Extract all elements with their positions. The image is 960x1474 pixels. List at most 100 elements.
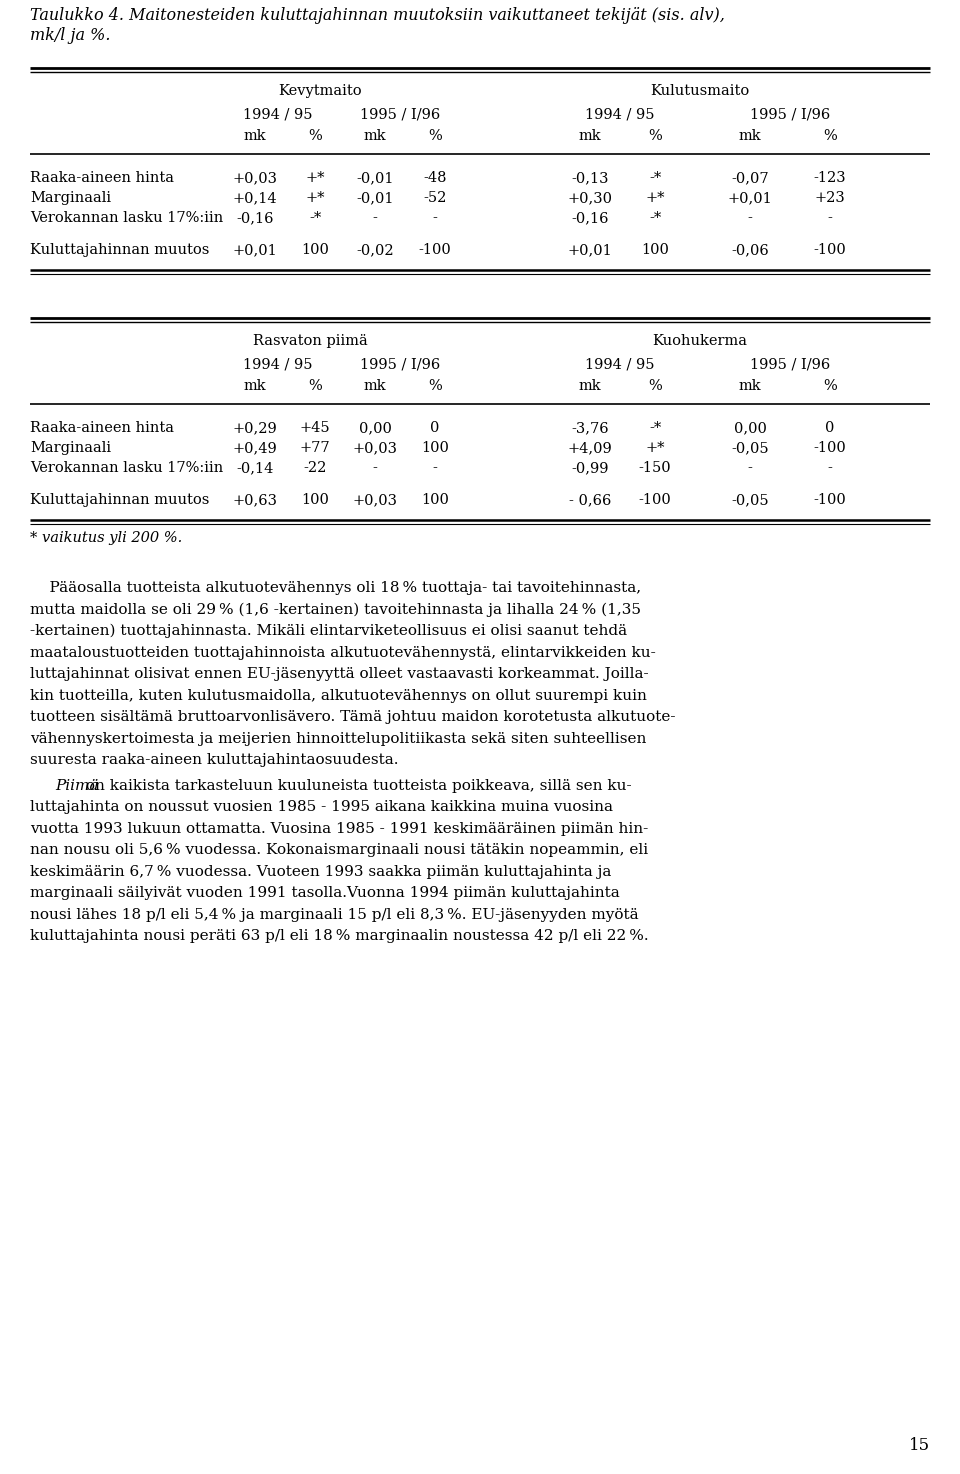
Text: 15: 15 [909, 1437, 930, 1453]
Text: 0: 0 [430, 422, 440, 435]
Text: -3,76: -3,76 [571, 422, 609, 435]
Text: +*: +* [645, 441, 664, 455]
Text: %: % [823, 130, 837, 143]
Text: Piimä: Piimä [55, 778, 99, 793]
Text: luttajahinta on noussut vuosien 1985 - 1995 aikana kaikkina muina vuosina: luttajahinta on noussut vuosien 1985 - 1… [30, 800, 613, 814]
Text: 100: 100 [301, 243, 329, 256]
Text: -*: -* [649, 211, 661, 226]
Text: -: - [372, 211, 377, 226]
Text: mk: mk [364, 379, 386, 394]
Text: +0,01: +0,01 [232, 243, 277, 256]
Text: -*: -* [309, 211, 322, 226]
Text: -48: -48 [423, 171, 446, 186]
Text: kuluttajahinta nousi peräti 63 p/l eli 18 % marginaalin noustessa 42 p/l eli 22 : kuluttajahinta nousi peräti 63 p/l eli 1… [30, 929, 649, 943]
Text: Verokannan lasku 17%:iin: Verokannan lasku 17%:iin [30, 211, 224, 226]
Text: mk: mk [579, 130, 601, 143]
Text: -0,16: -0,16 [236, 211, 274, 226]
Text: +*: +* [305, 171, 324, 186]
Text: nousi lähes 18 p/l eli 5,4 % ja marginaali 15 p/l eli 8,3 %. EU-jäsenyyden myötä: nousi lähes 18 p/l eli 5,4 % ja marginaa… [30, 908, 638, 921]
Text: -: - [372, 461, 377, 475]
Text: 100: 100 [421, 441, 449, 455]
Text: -0,02: -0,02 [356, 243, 394, 256]
Text: -100: -100 [814, 243, 847, 256]
Text: %: % [308, 379, 322, 394]
Text: Kuluttajahinnan muutos: Kuluttajahinnan muutos [30, 492, 209, 507]
Text: 100: 100 [301, 492, 329, 507]
Text: mk: mk [738, 130, 761, 143]
Text: -0,05: -0,05 [732, 492, 769, 507]
Text: -: - [748, 211, 753, 226]
Text: Kuohukerma: Kuohukerma [653, 335, 748, 348]
Text: -100: -100 [419, 243, 451, 256]
Text: -0,14: -0,14 [236, 461, 274, 475]
Text: Pääosalla tuotteista alkutuotevähennys oli 18 % tuottaja- tai tavoitehinnasta,: Pääosalla tuotteista alkutuotevähennys o… [30, 581, 641, 595]
Text: Marginaali: Marginaali [30, 441, 111, 455]
Text: - 0,66: - 0,66 [569, 492, 612, 507]
Text: +4,09: +4,09 [567, 441, 612, 455]
Text: %: % [648, 379, 661, 394]
Text: 1995 / I/96: 1995 / I/96 [750, 357, 830, 371]
Text: -0,13: -0,13 [571, 171, 609, 186]
Text: %: % [308, 130, 322, 143]
Text: 0,00: 0,00 [359, 422, 392, 435]
Text: -0,06: -0,06 [732, 243, 769, 256]
Text: luttajahinnat olisivat ennen EU-jäsenyyttä olleet vastaavasti korkeammat. Joilla: luttajahinnat olisivat ennen EU-jäsenyyt… [30, 668, 649, 681]
Text: -0,01: -0,01 [356, 171, 394, 186]
Text: maataloustuotteiden tuottajahinnoista alkutuotevähennystä, elintarvikkeiden ku-: maataloustuotteiden tuottajahinnoista al… [30, 646, 656, 659]
Text: -*: -* [649, 171, 661, 186]
Text: %: % [428, 379, 442, 394]
Text: 1994 / 95: 1994 / 95 [243, 357, 313, 371]
Text: -100: -100 [638, 492, 671, 507]
Text: 1994 / 95: 1994 / 95 [243, 108, 313, 121]
Text: +0,29: +0,29 [232, 422, 277, 435]
Text: -100: -100 [814, 441, 847, 455]
Text: mk/l ja %.: mk/l ja %. [30, 27, 110, 44]
Text: +0,30: +0,30 [567, 192, 612, 205]
Text: keskimäärin 6,7 % vuodessa. Vuoteen 1993 saakka piimän kuluttajahinta ja: keskimäärin 6,7 % vuodessa. Vuoteen 1993… [30, 864, 612, 879]
Text: -: - [748, 461, 753, 475]
Text: +0,03: +0,03 [232, 171, 277, 186]
Text: vähennyskertoimesta ja meijerien hinnoittelupolitiikasta sekä siten suhteellisen: vähennyskertoimesta ja meijerien hinnoit… [30, 731, 646, 746]
Text: nan nousu oli 5,6 % vuodessa. Kokonaismarginaali nousi tätäkin nopeammin, eli: nan nousu oli 5,6 % vuodessa. Kokonaisma… [30, 843, 648, 856]
Text: +0,14: +0,14 [232, 192, 277, 205]
Text: 100: 100 [641, 243, 669, 256]
Text: mk: mk [738, 379, 761, 394]
Text: vuotta 1993 lukuun ottamatta. Vuosina 1985 - 1991 keskimääräinen piimän hin-: vuotta 1993 lukuun ottamatta. Vuosina 19… [30, 821, 648, 836]
Text: %: % [823, 379, 837, 394]
Text: +0,03: +0,03 [352, 492, 397, 507]
Text: +*: +* [645, 192, 664, 205]
Text: 0,00: 0,00 [733, 422, 766, 435]
Text: mk: mk [244, 130, 266, 143]
Text: -*: -* [649, 422, 661, 435]
Text: -0,05: -0,05 [732, 441, 769, 455]
Text: Verokannan lasku 17%:iin: Verokannan lasku 17%:iin [30, 461, 224, 475]
Text: -kertainen) tuottajahinnasta. Mikäli elintarviketeollisuus ei olisi saanut tehdä: -kertainen) tuottajahinnasta. Mikäli eli… [30, 624, 627, 638]
Text: Kuluttajahinnan muutos: Kuluttajahinnan muutos [30, 243, 209, 256]
Text: mk: mk [244, 379, 266, 394]
Text: marginaali säilyivät vuoden 1991 tasolla.Vuonna 1994 piimän kuluttajahinta: marginaali säilyivät vuoden 1991 tasolla… [30, 886, 620, 901]
Text: -150: -150 [638, 461, 671, 475]
Text: +*: +* [305, 192, 324, 205]
Text: -: - [828, 211, 832, 226]
Text: -0,07: -0,07 [732, 171, 769, 186]
Text: +0,03: +0,03 [352, 441, 397, 455]
Text: +77: +77 [300, 441, 330, 455]
Text: mk: mk [579, 379, 601, 394]
Text: +0,63: +0,63 [232, 492, 277, 507]
Text: 1995 / I/96: 1995 / I/96 [360, 357, 440, 371]
Text: kin tuotteilla, kuten kulutusmaidolla, alkutuotevähennys on ollut suurempi kuin: kin tuotteilla, kuten kulutusmaidolla, a… [30, 688, 647, 703]
Text: +0,01: +0,01 [728, 192, 773, 205]
Text: 1994 / 95: 1994 / 95 [586, 357, 655, 371]
Text: -0,01: -0,01 [356, 192, 394, 205]
Text: +0,49: +0,49 [232, 441, 277, 455]
Text: mk: mk [364, 130, 386, 143]
Text: tuotteen sisältämä bruttoarvonlisävero. Tämä johtuu maidon korotetusta alkutuote: tuotteen sisältämä bruttoarvonlisävero. … [30, 710, 676, 724]
Text: -123: -123 [814, 171, 847, 186]
Text: Kevytmaito: Kevytmaito [278, 84, 362, 97]
Text: 1995 / I/96: 1995 / I/96 [750, 108, 830, 121]
Text: 0: 0 [826, 422, 834, 435]
Text: mutta maidolla se oli 29 % (1,6 -kertainen) tavoitehinnasta ja lihalla 24 % (1,3: mutta maidolla se oli 29 % (1,6 -kertain… [30, 601, 641, 616]
Text: * vaikutus yli 200 %.: * vaikutus yli 200 %. [30, 531, 182, 545]
Text: -: - [828, 461, 832, 475]
Text: +0,01: +0,01 [567, 243, 612, 256]
